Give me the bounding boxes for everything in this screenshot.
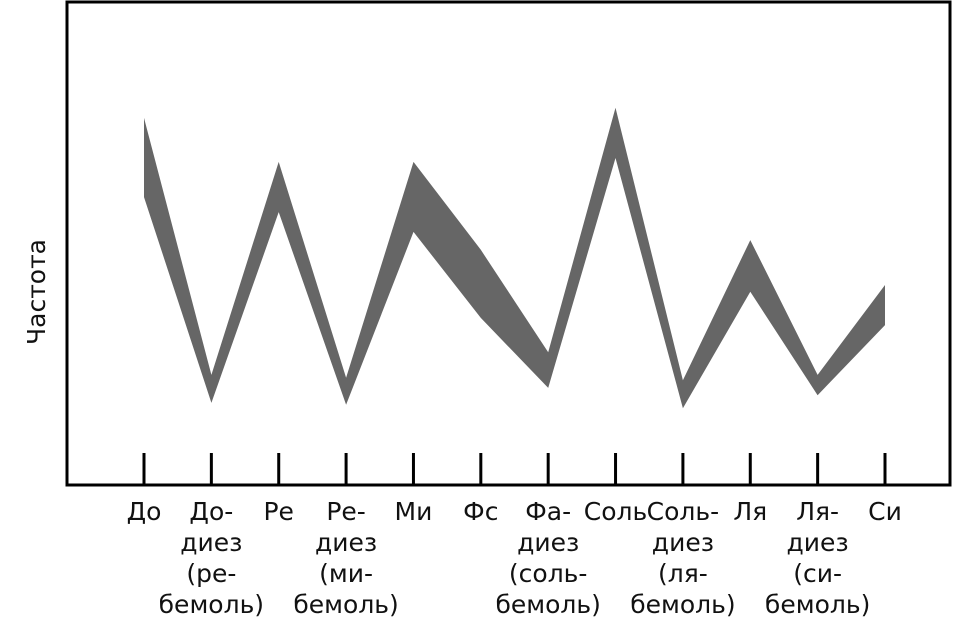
x-tick-label: бемоль) (630, 590, 735, 619)
x-tick-label: Си (868, 497, 902, 526)
x-tick-label: Ми (395, 497, 433, 526)
x-tick-label: (ля- (658, 559, 708, 588)
x-tick-label: бемоль) (159, 590, 264, 619)
x-tick-label: Ля (733, 497, 767, 526)
x-tick-label: бемоль) (495, 590, 600, 619)
x-tick-label: диез (180, 528, 242, 557)
x-tick-label: Фа- (525, 497, 571, 526)
band-area (144, 107, 885, 409)
x-tick-label: (ми- (319, 559, 373, 588)
x-tick-label: Ре (263, 497, 293, 526)
y-axis-label: Частота (22, 239, 51, 345)
x-tick-label: диез (787, 528, 849, 557)
x-tick-label: диез (315, 528, 377, 557)
x-tick-label: Ре- (326, 497, 365, 526)
x-tick-label: Ля- (796, 497, 839, 526)
x-tick-label: Соль (584, 497, 647, 526)
x-tick-label: бемоль) (765, 590, 870, 619)
x-tick-label: диез (517, 528, 579, 557)
x-tick-label: До (127, 497, 162, 526)
x-tick-label: бемоль) (293, 590, 398, 619)
x-tick-label: (си- (793, 559, 842, 588)
plot-frame (65, 0, 952, 487)
x-tick-label: диез (652, 528, 714, 557)
x-tick-label: (ре- (186, 559, 236, 588)
x-tick-label: Соль- (647, 497, 720, 526)
x-tick-label: (соль- (509, 559, 588, 588)
x-tick-label: До- (189, 497, 233, 526)
x-tick-label: Фс (463, 497, 498, 526)
